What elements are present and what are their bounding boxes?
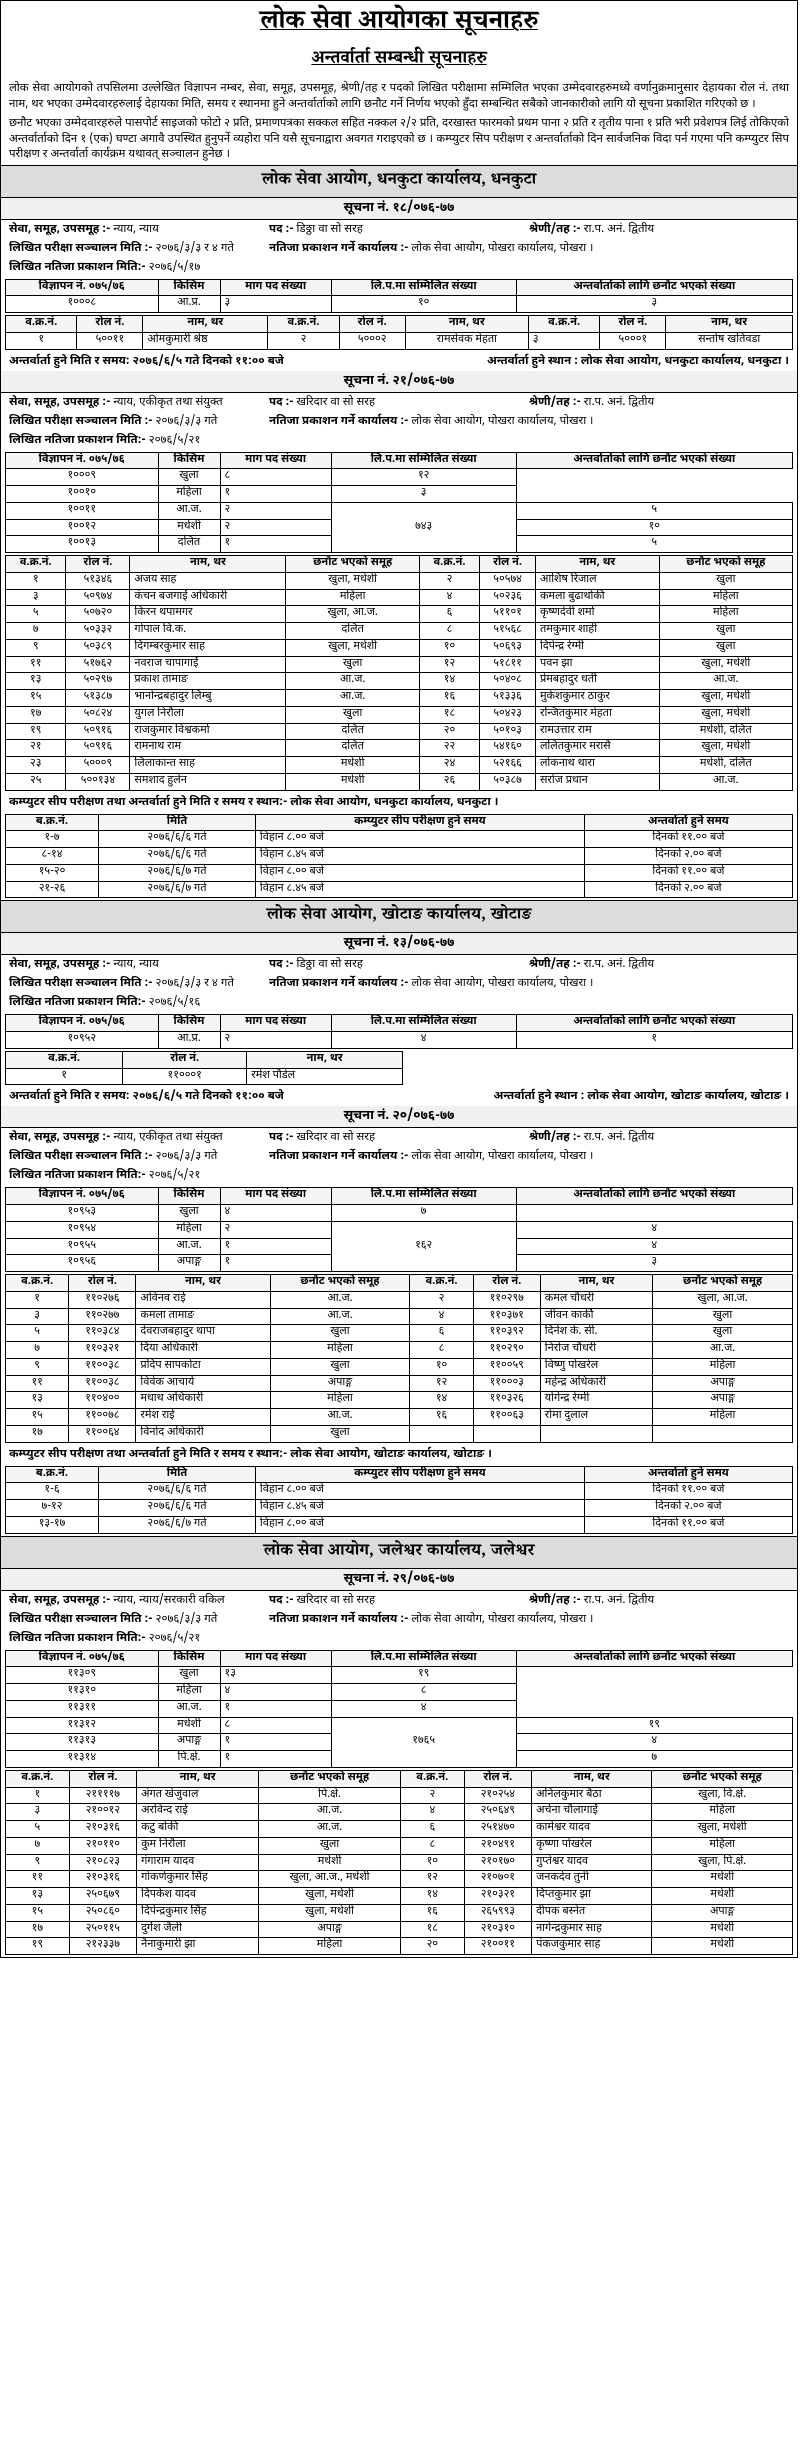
meta-label: लिखित परीक्षा सञ्चालन मिति :- [9,1612,155,1627]
khotang-n1-t2: व.क्र.नं.रोल नं.नाम, थर१११०००१रमेश पौडेल [5,1051,403,1086]
notice-29: सूचना नं. २९/०७६-७७ [1,1569,797,1591]
interview-place: अन्तर्वार्ता हुने स्थान : लोक सेवा आयोग,… [493,1089,789,1104]
sub-title: अन्तर्वार्ता सम्बन्धी सूचनाहरु [1,47,797,79]
schedule-title: कम्प्युटर सीप परीक्षण तथा अन्तर्वार्ता ह… [1,1445,797,1464]
meta-val: न्याय, एकीकृत तथा संयुक्त [113,1130,222,1145]
meta-label: लिखित नतिजा प्रकाशन मिति:- [9,995,149,1010]
meta-val: २०७६/३/३ र ४ गते [155,976,233,991]
dhankuta-n1-t1: विज्ञापन नं. ०७५/७६किसिममाग पद संख्यालि.… [5,279,793,314]
meta-label: नतिजा प्रकाशन गर्ने कार्यालय :- [269,414,411,429]
meta-val: न्याय, न्याय [113,957,159,972]
meta-label: सेवा, समूह, उपसमूह :- [9,395,110,410]
meta-val: २०७६/३/३ गते [155,1149,217,1164]
intro-para-2: छनौट भएका उम्मेदवारहरुले पासपोर्ट साइजको… [1,114,797,165]
meta-val: न्याय, न्याय [113,222,159,237]
meta-label: लिखित परीक्षा सञ्चालन मिति :- [9,1149,155,1164]
meta-label: लिखित नतिजा प्रकाशन मिति:- [9,1631,149,1646]
meta-label: सेवा, समूह, उपसमूह :- [9,1130,110,1145]
meta-val: डिठ्ठा वा सो सरह [297,957,363,972]
meta-label: लिखित परीक्षा सञ्चालन मिति :- [9,976,155,991]
meta-label: पद :- [269,1130,297,1145]
meta-val: २०७६/५/२१ [149,1631,201,1646]
meta-label: श्रेणी/तह :- [529,222,584,237]
meta-val: २०७६/५/२१ [149,1168,201,1183]
meta-val: रा.प. अनं. द्वितीय [584,222,654,237]
meta-val: २०७६/५/२१ [149,433,201,448]
notice-20: सूचना नं. २०/०७६-७७ [1,1106,797,1128]
intro-para-1: लोक सेवा आयोगको तपसिलमा उल्लेखित विज्ञाप… [1,79,797,114]
meta-label: श्रेणी/तह :- [529,395,584,410]
meta-label: पद :- [269,222,297,237]
meta-label: नतिजा प्रकाशन गर्ने कार्यालय :- [269,976,411,991]
meta-label: लिखित नतिजा प्रकाशन मिति:- [9,433,149,448]
meta-label: श्रेणी/तह :- [529,1130,584,1145]
dhankuta-n1-t2: व.क्र.नं.रोल नं.नाम, थरव.क्र.नं.रोल नं.न… [5,315,793,350]
meta-val: रा.प. अनं. द्वितीय [584,395,654,410]
meta-label: श्रेणी/तह :- [529,1593,584,1608]
notice-21: सूचना नं. २१/०७६-७७ [1,371,797,393]
meta-val: २०७६/३/३ गते [155,414,217,429]
khotang-n1-t1: विज्ञापन नं. ०७५/७६किसिममाग पद संख्यालि.… [5,1014,793,1049]
meta-label: नतिजा प्रकाशन गर्ने कार्यालय :- [269,241,411,256]
meta-val: लोक सेवा आयोग, पोखरा कार्यालय, पोखरा । [411,1149,593,1164]
meta-val: लोक सेवा आयोग, पोखरा कार्यालय, पोखरा । [411,414,593,429]
dhankuta-n2-t1: विज्ञापन नं. ०७५/७६किसिममाग पद संख्यालि.… [5,452,793,554]
main-title: लोक सेवा आयोगका सूचनाहरु [1,1,797,47]
meta-val: खरिदार वा सो सरह [297,1130,376,1145]
office-dhankuta: लोक सेवा आयोग, धनकुटा कार्यालय, धनकुटा [1,165,797,198]
office-jaleshwor: लोक सेवा आयोग, जलेश्वर कार्यालय, जलेश्वर [1,1536,797,1569]
meta-label: पद :- [269,957,297,972]
jaleshwor-t1: विज्ञापन नं. ०७५/७६किसिममाग पद संख्यालि.… [5,1650,793,1768]
meta-val: २०७६/३/३ र ४ गते [155,241,233,256]
interview-schedule: अन्तर्वार्ता हुने मिति र समय: २०७६/६/५ ग… [9,1089,284,1104]
meta-val: रा.प. अनं. द्वितीय [584,1593,654,1608]
meta-label: श्रेणी/तह :- [529,957,584,972]
meta-val: डिठ्ठा वा सो सरह [297,222,363,237]
schedule-title: कम्प्युटर सीप परीक्षण तथा अन्तर्वार्ता ह… [1,793,797,812]
meta-val: २०७६/५/१७ [149,260,201,275]
meta-val: २०७६/३/३ गते [155,1612,217,1627]
meta-label: लिखित नतिजा प्रकाशन मिति:- [9,1168,149,1183]
meta-label: सेवा, समूह, उपसमूह :- [9,222,110,237]
meta-val: लोक सेवा आयोग, पोखरा कार्यालय, पोखरा । [411,1612,593,1627]
meta-val: रा.प. अनं. द्वितीय [584,1130,654,1145]
meta-val: खरिदार वा सो सरह [297,1593,376,1608]
notice-13: सूचना नं. १३/०७६-७७ [1,933,797,955]
office-khotang: लोक सेवा आयोग, खोटाङ कार्यालय, खोटाङ [1,900,797,933]
meta-label: पद :- [269,395,297,410]
meta-val: खरिदार वा सो सरह [297,395,376,410]
meta-label: नतिजा प्रकाशन गर्ने कार्यालय :- [269,1612,411,1627]
meta-label: पद :- [269,1593,297,1608]
interview-place: अन्तर्वार्ता हुने स्थान : लोक सेवा आयोग,… [487,354,789,369]
meta-val: रा.प. अनं. द्वितीय [584,957,654,972]
meta-val: न्याय, एकीकृत तथा संयुक्त [113,395,222,410]
meta-label: नतिजा प्रकाशन गर्ने कार्यालय :- [269,1149,411,1164]
meta-val: न्याय, न्याय/सरकारी वकिल [113,1593,224,1608]
khotang-n2-t2: व.क्र.नं.रोल नं.नाम, थरछनौट भएको समूहव.क… [5,1274,793,1443]
meta-val: लोक सेवा आयोग, पोखरा कार्यालय, पोखरा । [411,241,593,256]
meta-label: लिखित परीक्षा सञ्चालन मिति :- [9,241,155,256]
meta-label: सेवा, समूह, उपसमूह :- [9,957,110,972]
notice-18: सूचना नं. १८/०७६-७७ [1,198,797,220]
khotang-n2-sched: ब.क्र.नं.मितिकम्प्युटर सीप परीक्षण हुने … [5,1466,793,1534]
meta-label: लिखित परीक्षा सञ्चालन मिति :- [9,414,155,429]
dhankuta-n2-sched: ब.क्र.नं.मितिकम्प्युटर सीप परीक्षण हुने … [5,814,793,899]
meta-label: लिखित नतिजा प्रकाशन मिति:- [9,260,149,275]
meta-val: २०७६/५/१६ [149,995,201,1010]
jaleshwor-t2: व.क्र.नं.रोल नं.नाम, थरछनौट भएको समूहव.क… [5,1770,793,1955]
meta-val: लोक सेवा आयोग, पोखरा कार्यालय, पोखरा । [411,976,593,991]
meta-label: सेवा, समूह, उपसमूह :- [9,1593,110,1608]
interview-schedule: अन्तर्वार्ता हुने मिति र समय: २०७६/६/५ ग… [9,354,284,369]
dhankuta-n2-t2: व.क्र.नं.रोल नं.नाम, थरछनौट भएको समूहव.क… [5,555,793,791]
khotang-n2-t1: विज्ञापन नं. ०७५/७६किसिममाग पद संख्यालि.… [5,1187,793,1272]
